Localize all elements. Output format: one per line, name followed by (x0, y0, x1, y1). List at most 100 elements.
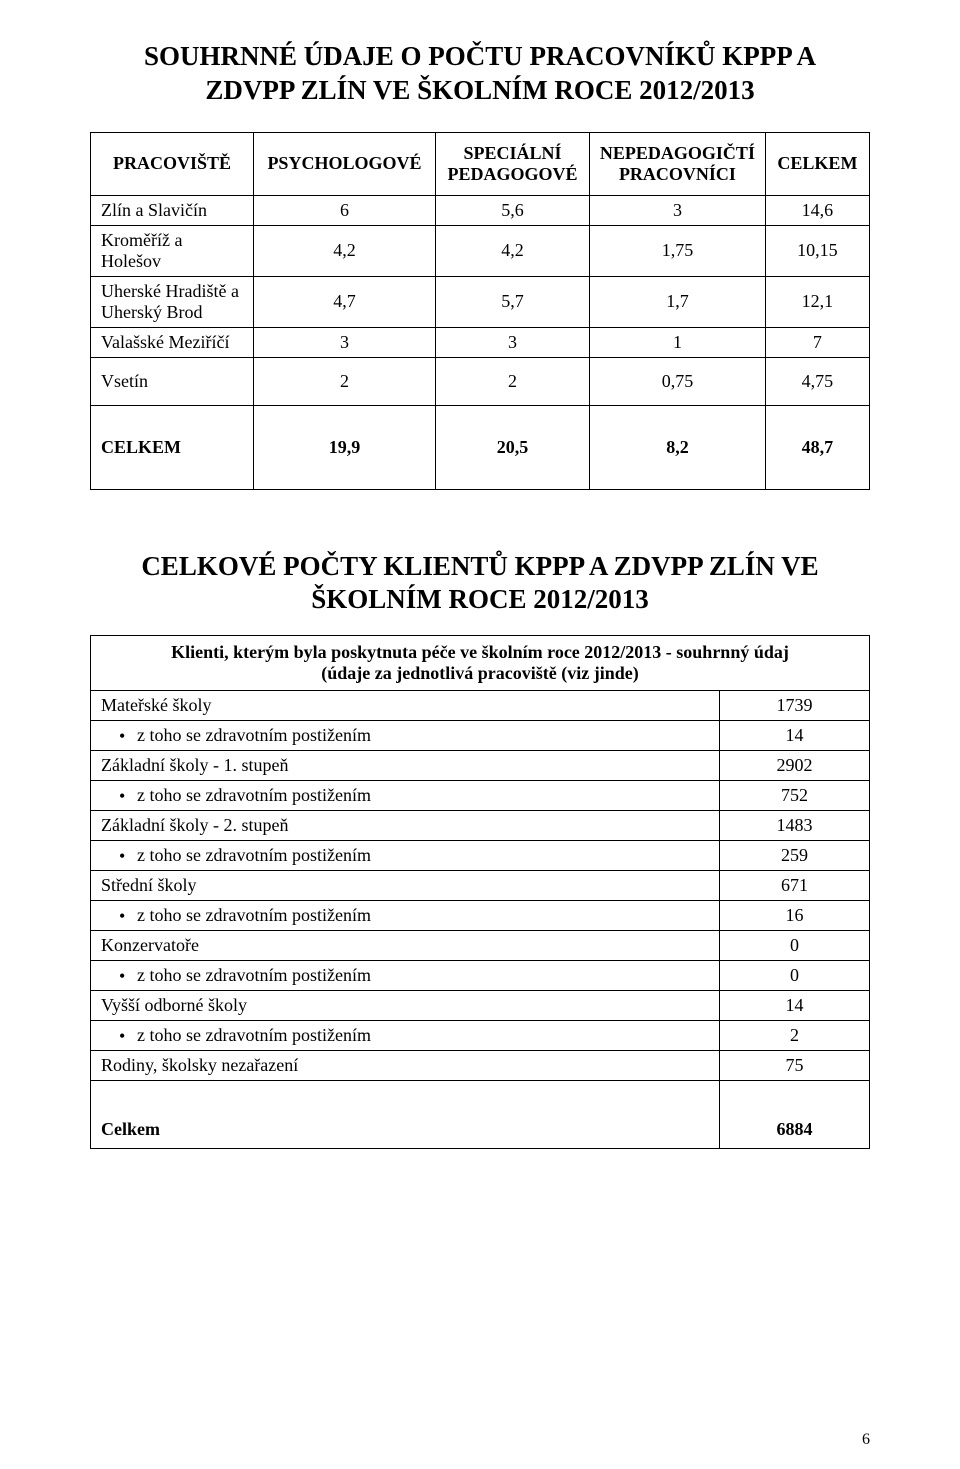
row-label: Vsetín (91, 357, 254, 405)
cell: 4,2 (253, 225, 435, 276)
row-value: 0 (720, 931, 870, 961)
subtitle-line-2: ŠKOLNÍM ROCE 2012/2013 (311, 584, 649, 614)
totals-cell: 19,9 (253, 405, 435, 489)
totals-cell: 48,7 (765, 405, 869, 489)
table-row: Střední školy 671 (91, 871, 870, 901)
col-header-psychologists: PSYCHOLOGOVÉ (253, 132, 435, 195)
cell: 3 (253, 327, 435, 357)
row-value: 0 (720, 961, 870, 991)
clients-caption-row: Klienti, kterým byla poskytnuta péče ve … (91, 636, 870, 691)
col-header-total: CELKEM (765, 132, 869, 195)
cell: 10,15 (765, 225, 869, 276)
table-row: Základní školy - 1. stupeň 2902 (91, 751, 870, 781)
cell: 2 (253, 357, 435, 405)
title-line-1: SOUHRNNÉ ÚDAJE O POČTU PRACOVNÍKŮ KPPP A (144, 41, 816, 71)
row-label-indent: •z toho se zdravotním postižením (91, 1021, 720, 1051)
bullet-icon: • (119, 967, 125, 985)
row-label: Mateřské školy (91, 691, 720, 721)
row-value: 2 (720, 1021, 870, 1051)
table-row: •z toho se zdravotním postižením 0 (91, 961, 870, 991)
table-row: Uherské Hradiště a Uherský Brod 4,7 5,7 … (91, 276, 870, 327)
row-label-indent: •z toho se zdravotním postižením (91, 841, 720, 871)
cell: 6 (253, 195, 435, 225)
cell: 1,75 (590, 225, 766, 276)
clients-title: CELKOVÉ POČTY KLIENTŮ KPPP A ZDVPP ZLÍN … (90, 550, 870, 618)
row-value: 1483 (720, 811, 870, 841)
totals-row: CELKEM 19,9 20,5 8,2 48,7 (91, 405, 870, 489)
bullet-icon: • (119, 727, 125, 745)
table-row: Valašské Meziříčí 3 3 1 7 (91, 327, 870, 357)
row-value: 75 (720, 1051, 870, 1081)
row-label: Kroměříž a Holešov (91, 225, 254, 276)
bullet-icon: • (119, 847, 125, 865)
table-row: •z toho se zdravotním postižením 752 (91, 781, 870, 811)
table-row: •z toho se zdravotním postižením 2 (91, 1021, 870, 1051)
row-label: Střední školy (91, 871, 720, 901)
page: SOUHRNNÉ ÚDAJE O POČTU PRACOVNÍKŮ KPPP A… (0, 0, 960, 1469)
table-row: Zlín a Slavičín 6 5,6 3 14,6 (91, 195, 870, 225)
cell: 14,6 (765, 195, 869, 225)
row-value: 1739 (720, 691, 870, 721)
row-label: Uherské Hradiště a Uherský Brod (91, 276, 254, 327)
row-value: 752 (720, 781, 870, 811)
row-value: 14 (720, 991, 870, 1021)
staff-table-header-row: PRACOVIŠTĚ PSYCHOLOGOVÉ SPECIÁLNÍ PEDAGO… (91, 132, 870, 195)
main-title: SOUHRNNÉ ÚDAJE O POČTU PRACOVNÍKŮ KPPP A… (90, 40, 870, 108)
cell: 4,2 (435, 225, 589, 276)
table-row: Vyšší odborné školy 14 (91, 991, 870, 1021)
clients-caption: Klienti, kterým byla poskytnuta péče ve … (91, 636, 870, 691)
cell: 1 (590, 327, 766, 357)
cell: 0,75 (590, 357, 766, 405)
cell: 3 (435, 327, 589, 357)
totals-cell: 20,5 (435, 405, 589, 489)
table-row: Konzervatoře 0 (91, 931, 870, 961)
cell: 7 (765, 327, 869, 357)
totals-value: 6884 (720, 1081, 870, 1149)
col-header-special-ped: SPECIÁLNÍ PEDAGOGOVÉ (435, 132, 589, 195)
row-label: Valašské Meziříčí (91, 327, 254, 357)
row-label: Zlín a Slavičín (91, 195, 254, 225)
staff-table: PRACOVIŠTĚ PSYCHOLOGOVÉ SPECIÁLNÍ PEDAGO… (90, 132, 870, 490)
col-header-workplace: PRACOVIŠTĚ (91, 132, 254, 195)
title-line-2: ZDVPP ZLÍN VE ŠKOLNÍM ROCE 2012/2013 (205, 75, 754, 105)
page-number: 6 (862, 1431, 870, 1449)
cell: 4,7 (253, 276, 435, 327)
row-value: 16 (720, 901, 870, 931)
table-row: •z toho se zdravotním postižením 259 (91, 841, 870, 871)
clients-table: Klienti, kterým byla poskytnuta péče ve … (90, 635, 870, 1149)
totals-label: Celkem (91, 1081, 720, 1149)
row-label: Základní školy - 1. stupeň (91, 751, 720, 781)
row-label: Vyšší odborné školy (91, 991, 720, 1021)
row-value: 671 (720, 871, 870, 901)
cell: 5,6 (435, 195, 589, 225)
table-row: Mateřské školy 1739 (91, 691, 870, 721)
bullet-icon: • (119, 1027, 125, 1045)
cell: 4,75 (765, 357, 869, 405)
row-value: 14 (720, 721, 870, 751)
bullet-icon: • (119, 907, 125, 925)
row-label-indent: •z toho se zdravotním postižením (91, 721, 720, 751)
table-row: Rodiny, školsky nezařazení 75 (91, 1051, 870, 1081)
table-row: Kroměříž a Holešov 4,2 4,2 1,75 10,15 (91, 225, 870, 276)
cell: 5,7 (435, 276, 589, 327)
table-row: •z toho se zdravotním postižením 16 (91, 901, 870, 931)
row-label: Základní školy - 2. stupeň (91, 811, 720, 841)
subtitle-line-1: CELKOVÉ POČTY KLIENTŮ KPPP A ZDVPP ZLÍN … (141, 551, 818, 581)
row-label: Konzervatoře (91, 931, 720, 961)
totals-cell: 8,2 (590, 405, 766, 489)
row-label-indent: •z toho se zdravotním postižením (91, 901, 720, 931)
cell: 2 (435, 357, 589, 405)
table-row: Vsetín 2 2 0,75 4,75 (91, 357, 870, 405)
row-value: 259 (720, 841, 870, 871)
cell: 12,1 (765, 276, 869, 327)
row-label: Rodiny, školsky nezařazení (91, 1051, 720, 1081)
table-row: Základní školy - 2. stupeň 1483 (91, 811, 870, 841)
row-value: 2902 (720, 751, 870, 781)
cell: 1,7 (590, 276, 766, 327)
row-label-indent: •z toho se zdravotním postižením (91, 961, 720, 991)
col-header-nonped: NEPEDAGOGIČTÍ PRACOVNÍCI (590, 132, 766, 195)
totals-label: CELKEM (91, 405, 254, 489)
totals-row: Celkem 6884 (91, 1081, 870, 1149)
cell: 3 (590, 195, 766, 225)
row-label-indent: •z toho se zdravotním postižením (91, 781, 720, 811)
